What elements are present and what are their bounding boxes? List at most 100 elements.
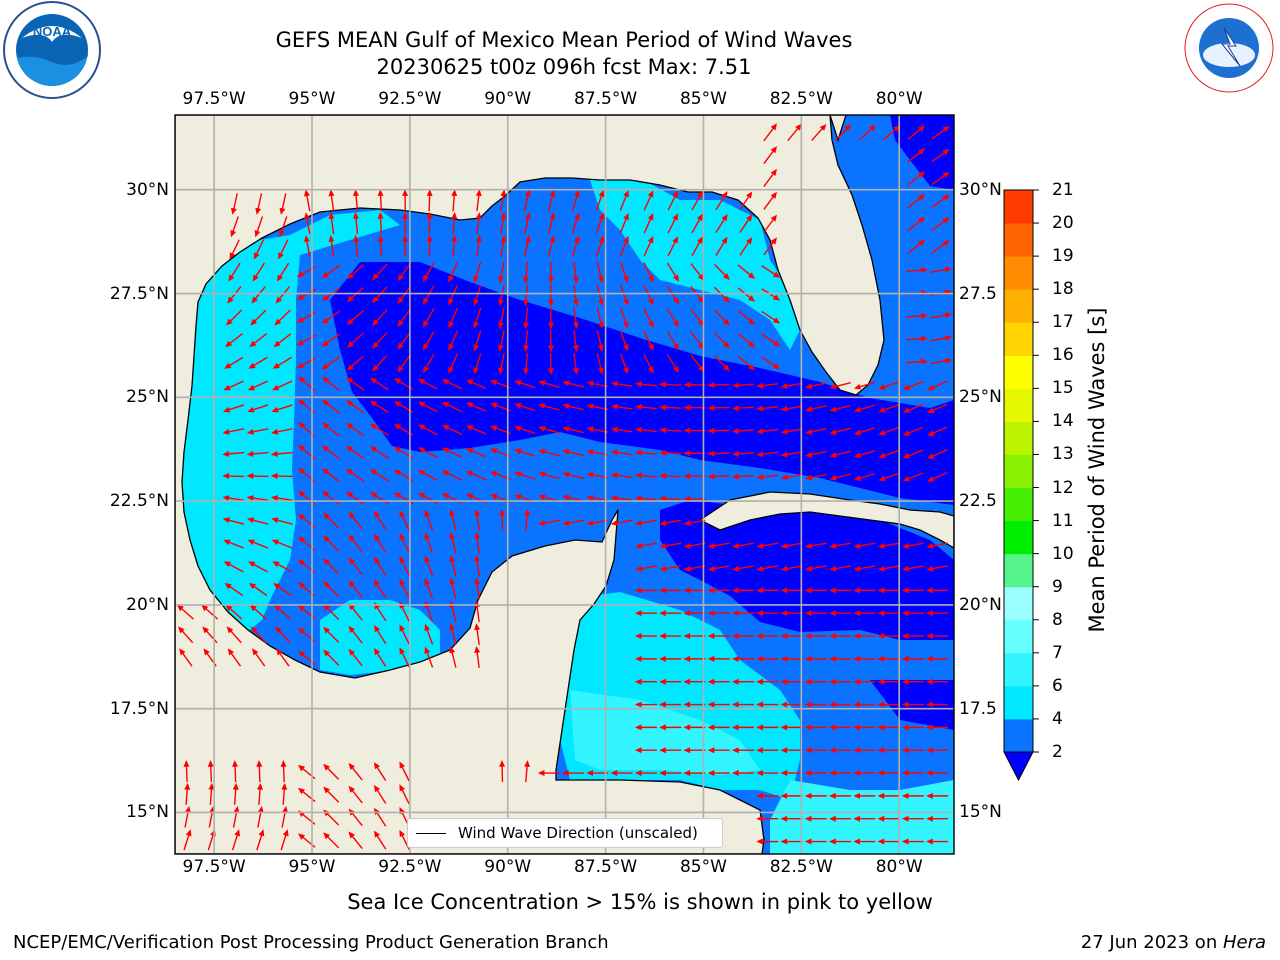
wind-arrow (877, 610, 900, 617)
wind-arrow (901, 815, 924, 822)
wind-arrow (634, 472, 657, 479)
wind-arrow (683, 701, 706, 708)
wind-arrow (328, 212, 335, 235)
wind-arrow (756, 724, 779, 731)
wind-arrow (252, 648, 266, 667)
wind-arrow (780, 542, 803, 549)
wind-arrow (926, 747, 949, 754)
wind-arrow (829, 678, 852, 685)
wind-arrow (756, 701, 779, 708)
wind-arrow (756, 747, 779, 754)
wind-arrow (756, 587, 779, 594)
wind-arrow (737, 355, 756, 371)
colorbar-segment-4 (1004, 685, 1033, 720)
wind-arrow (907, 125, 926, 140)
wind-arrow (514, 402, 536, 412)
wind-arrow (907, 148, 926, 163)
wind-arrow (691, 190, 703, 211)
wind-arrow (659, 633, 682, 640)
wind-arrow (328, 234, 335, 257)
wind-arrow (201, 604, 219, 620)
land-florida-tip (829, 115, 847, 143)
wind-arrow (422, 308, 435, 328)
wind-arrow (524, 508, 531, 531)
wind-arrow (183, 829, 192, 851)
wind-arrow (547, 261, 554, 284)
wind-arrow (713, 355, 730, 372)
wind-arrow (643, 213, 654, 234)
wind-arrow (202, 626, 218, 644)
map-legend: Wind Wave Direction (unscaled) (407, 818, 723, 848)
wind-arrow (572, 353, 579, 375)
wind-arrow (707, 747, 730, 754)
wind-arrow (397, 263, 412, 282)
colorbar-tick-10: 10 (1052, 543, 1074, 564)
wind-arrow (659, 495, 682, 502)
wind-arrow (659, 724, 682, 731)
wind-arrow (256, 829, 265, 851)
wind-arrow (562, 403, 584, 411)
wind-arrow (222, 450, 245, 457)
lon-tick-top-0: 97.5°W (182, 89, 246, 109)
wind-arrow (731, 473, 754, 480)
wind-arrow (232, 782, 239, 805)
land-north-america (175, 115, 885, 854)
wind-arrow (634, 747, 657, 754)
wind-arrow (422, 262, 435, 282)
colorbar-frame (1003, 189, 1034, 753)
wind-arrow (547, 307, 554, 330)
wind-arrow (927, 449, 948, 459)
wind-arrow (902, 472, 924, 482)
colorbar-tick-12: 12 (1052, 477, 1074, 498)
wind-arrow (322, 376, 340, 391)
wind-arrow (877, 633, 900, 640)
wind-arrow (659, 565, 682, 572)
wind-arrow (271, 428, 293, 435)
wind-arrow (926, 633, 949, 640)
wind-arrow (424, 555, 434, 577)
wind-arrow (596, 330, 604, 352)
wind-arrow (901, 701, 924, 708)
wind-arrow (474, 645, 481, 668)
lat-tick-left-4: 20°N (126, 594, 169, 615)
wind-arrow (829, 701, 852, 708)
wind-arrow (373, 784, 387, 804)
wind-arrow (853, 542, 876, 549)
wind-arrow (346, 445, 365, 460)
wind-arrow (346, 355, 364, 371)
wind-arrow (927, 471, 948, 482)
wind-arrow (667, 190, 679, 211)
wind-arrow (731, 701, 754, 708)
wind-arrow (739, 237, 753, 256)
colorbar-segment-8 (1004, 586, 1033, 621)
colorbar-label: Mean Period of Wind Waves [s] (1085, 307, 1109, 633)
wind-arrow (179, 648, 193, 667)
wind-arrow (853, 565, 876, 572)
wind-arrow (635, 542, 657, 549)
wind-arrow (659, 427, 682, 434)
wind-arrow (787, 123, 802, 142)
wind-arrow (562, 471, 584, 479)
wind-arrow (905, 267, 928, 274)
wind-arrow (610, 495, 633, 502)
wind-arrow (402, 234, 409, 257)
wind-arrow (926, 724, 949, 731)
wind-arrow (348, 831, 363, 850)
wind-arrow (643, 330, 654, 351)
wind-arrow (683, 610, 706, 617)
wind-arrow (780, 724, 803, 731)
wind-arrow (683, 678, 706, 685)
wind-arrow (931, 148, 950, 163)
wind-arrow (829, 542, 852, 549)
wind-arrow (348, 580, 363, 598)
wind-arrow (666, 262, 680, 282)
wind-arrow (829, 587, 852, 594)
wind-arrow (756, 610, 779, 617)
wind-arrow (634, 449, 657, 456)
wind-arrow (246, 450, 269, 457)
wind-arrow (474, 623, 481, 646)
wind-arrow (225, 604, 243, 620)
wind-arrow (756, 405, 779, 412)
wind-arrow (931, 194, 950, 209)
wind-arrow (426, 212, 433, 235)
